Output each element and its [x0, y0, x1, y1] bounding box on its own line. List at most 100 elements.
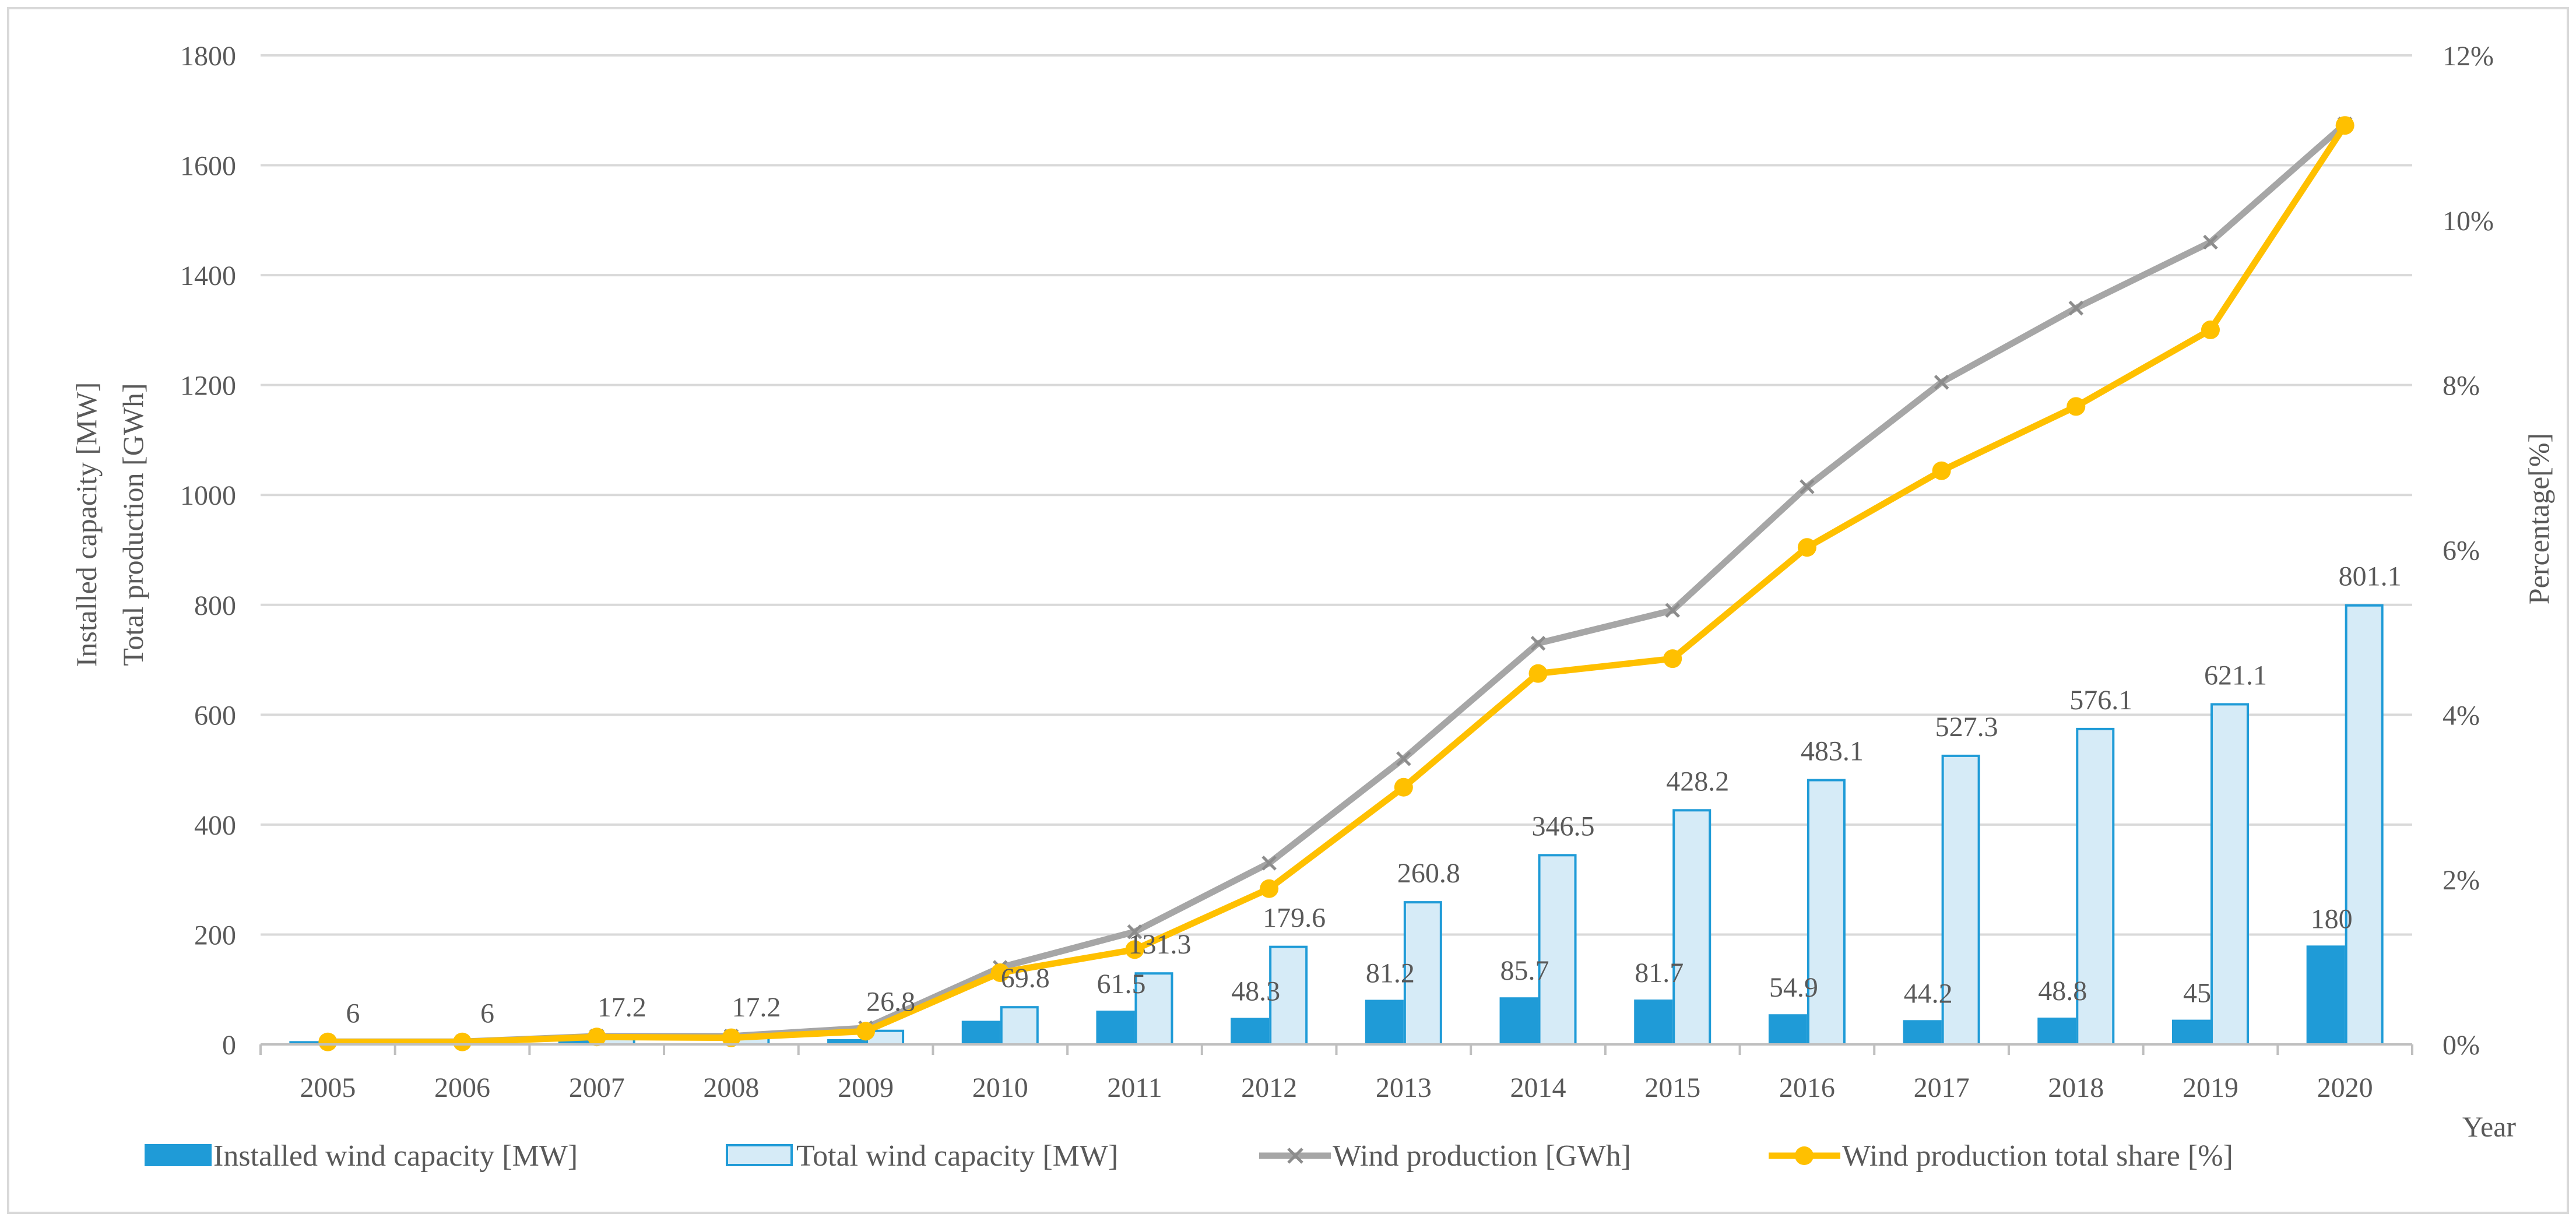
point-share: [1797, 538, 1816, 557]
axes: 0 200 400 600 800 1000 1200 1400 1600 1800 0% 2% 4% 6…: [180, 41, 2494, 1103]
y2-tick-label: 8%: [2443, 371, 2480, 402]
lines: [318, 116, 2354, 1051]
bar-installed: [961, 1021, 1000, 1044]
legend-label-installed: Installed wind capacity [MW]: [213, 1139, 578, 1173]
label-installed: 45: [2183, 978, 2211, 1009]
legend-marker-production: [1287, 1148, 1303, 1164]
bar-installed: [827, 1039, 866, 1044]
bar-installed: [1768, 1014, 1807, 1044]
bar-installed: [558, 1038, 597, 1044]
point-share: [318, 1032, 338, 1051]
label-total: 428.2: [1666, 766, 1729, 797]
chart-frame: [7, 7, 2569, 1214]
point-share: [453, 1032, 472, 1051]
point-production: [1261, 856, 1277, 871]
point-share: [1260, 879, 1279, 898]
y-axis-title-line1: Installed capacity [MW]: [70, 382, 103, 667]
y2-tick-label: 0%: [2443, 1030, 2480, 1061]
point-production: [1934, 375, 1949, 390]
label-total: 6: [480, 998, 494, 1029]
label-installed: 44.2: [1904, 978, 1953, 1009]
point-production: [1127, 924, 1143, 939]
point-share: [1528, 664, 1548, 683]
label-total: 6: [346, 998, 360, 1029]
bar-installed: [1096, 1011, 1135, 1044]
y-tick-label: 400: [194, 810, 236, 841]
x-tick-label: 2014: [1510, 1072, 1566, 1103]
line-production: [328, 121, 2347, 1045]
bars: [289, 604, 2384, 1046]
line-share: [328, 124, 2348, 1046]
point-share: [1125, 940, 1144, 959]
y2-tick-label: 6%: [2443, 536, 2480, 566]
x-tick-label: 2005: [300, 1072, 356, 1103]
x-tick-label: 2012: [1241, 1072, 1297, 1103]
y-tick-label: 1200: [180, 371, 236, 402]
x-tick-label: 2019: [2183, 1072, 2238, 1103]
point-production: [1665, 603, 1680, 618]
x-axis-title: Year: [2462, 1110, 2516, 1143]
label-total: 801.1: [2339, 561, 2402, 592]
bar-total: [1807, 779, 1846, 1046]
label-total: 483.1: [1801, 736, 1864, 767]
legend-label-total: Total wind capacity [MW]: [796, 1139, 1118, 1173]
y-tick-label: 1600: [180, 151, 236, 182]
legend-swatch-installed: [145, 1144, 212, 1166]
y-tick-label: 1800: [180, 41, 236, 72]
bar-installed: [2306, 945, 2345, 1044]
point-share: [2201, 320, 2220, 339]
y2-tick-label: 4%: [2443, 700, 2480, 731]
legend-label-production: Wind production [GWh]: [1333, 1139, 1631, 1173]
label-installed: 61.5: [1097, 969, 1145, 1000]
label-total: 346.5: [1532, 811, 1595, 842]
y-axis-title-line2: Total production [GWh]: [117, 383, 149, 666]
point-share: [1663, 649, 1682, 668]
bar-installed: [1634, 999, 1673, 1044]
bar-installed: [1365, 1000, 1404, 1044]
bar-installed: [2037, 1017, 2076, 1044]
point-share: [1932, 461, 1951, 480]
label-total: 26.8: [866, 987, 915, 1018]
point-share: [1394, 777, 1413, 797]
x-tick-label: 2006: [434, 1072, 490, 1103]
x-tick-label: 2018: [2048, 1072, 2104, 1103]
point-production: [1800, 479, 1815, 494]
legend-label-share: Wind production total share [%]: [1842, 1139, 2233, 1173]
label-total: 527.3: [1935, 712, 1998, 743]
x-tick-label: 2010: [972, 1072, 1028, 1103]
y-tick-label: 200: [194, 920, 236, 951]
label-total: 260.8: [1397, 858, 1460, 889]
y2-tick-label: 10%: [2443, 206, 2494, 237]
bar-installed: [1499, 997, 1538, 1044]
label-installed: 81.2: [1366, 958, 1415, 988]
point-production: [2203, 234, 2218, 250]
label-installed: 48.8: [2038, 976, 2087, 1007]
point-share: [990, 963, 1010, 982]
point-production: [1530, 636, 1546, 651]
bar-total: [1941, 754, 1980, 1046]
point-share: [856, 1022, 876, 1041]
label-installed: 48.3: [1231, 976, 1280, 1007]
x-tick-label: 2011: [1107, 1072, 1162, 1103]
label-total: 17.2: [732, 992, 781, 1023]
x-tick-label: 2007: [569, 1072, 625, 1103]
x-tick-label: 2017: [1914, 1072, 1970, 1103]
bar-total: [1538, 854, 1577, 1046]
label-total: 17.2: [598, 992, 646, 1023]
label-total: 179.6: [1263, 903, 1326, 934]
legend: Installed wind capacity [MW] Total wind …: [145, 1139, 2233, 1173]
label-installed: 54.9: [1769, 972, 1818, 1003]
bar-total: [2345, 604, 2384, 1046]
y-tick-label: 800: [194, 590, 236, 621]
point-share: [2067, 397, 2086, 416]
y2-tick-label: 12%: [2443, 41, 2494, 72]
point-production: [1396, 751, 1411, 766]
y-tick-label: 1000: [180, 480, 236, 511]
bar-total: [1672, 809, 1712, 1046]
bar-installed: [1903, 1020, 1942, 1044]
x-tick-label: 2016: [1779, 1072, 1835, 1103]
bar-installed: [1231, 1018, 1270, 1044]
bar-installed: [2171, 1019, 2210, 1044]
legend-marker-share: [1795, 1146, 1814, 1165]
